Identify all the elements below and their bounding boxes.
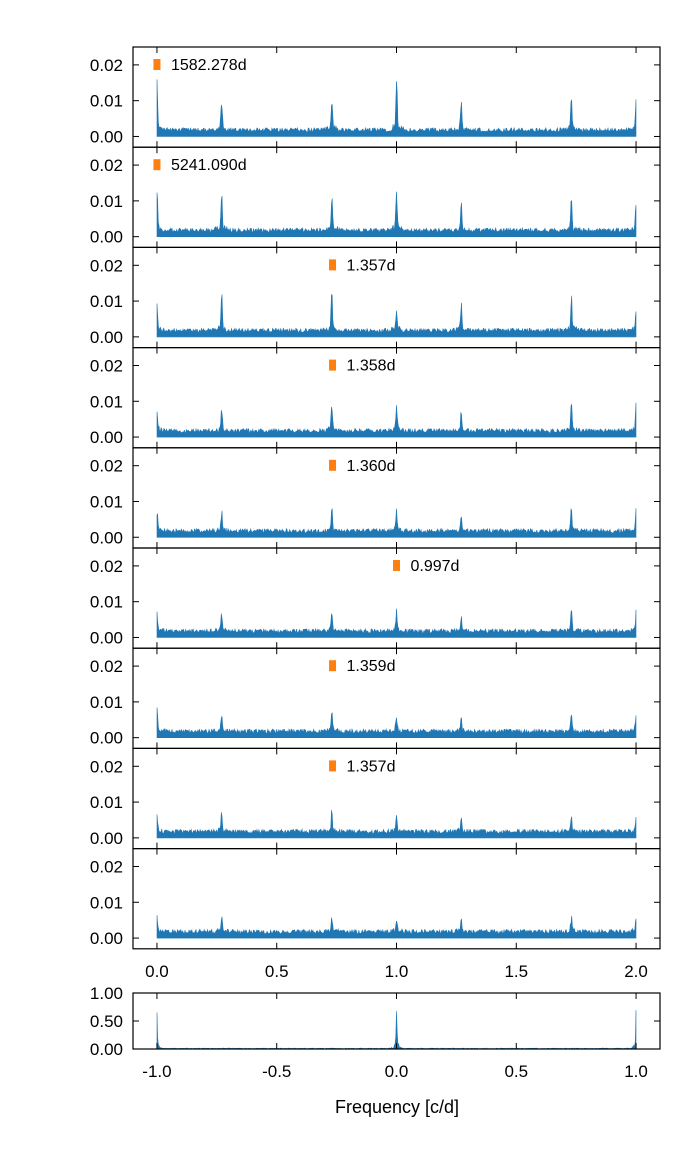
panel-6-period-label: 0.997d — [411, 558, 460, 575]
y-tick-label: 0.02 — [90, 457, 123, 476]
window-spectrum — [156, 1010, 637, 1050]
panel-3-period-label: 1.357d — [347, 257, 396, 274]
y-tick-label: 0.00 — [90, 228, 123, 247]
window-x-tick-label: 1.0 — [624, 1062, 648, 1081]
panel-5-spectrum — [156, 508, 637, 538]
panel-5: 0.00 0.01 0.02 1.360d — [90, 447, 661, 549]
y-tick-label: 0.02 — [90, 557, 123, 576]
y-tick-label: 0.02 — [90, 256, 123, 275]
spectral-window-panel: 0.00 0.50 1.00 -1.0 -0.5 0.0 0.5 1.0 — [90, 984, 661, 1081]
panel-2-period-label: 5241.090d — [171, 157, 247, 174]
x-tick-label: 0.0 — [145, 962, 169, 981]
y-tick-label: 0.01 — [90, 392, 123, 411]
panel-4-spectrum — [156, 402, 637, 438]
panel-1: 0.00 0.01 0.02 1582.278d — [90, 46, 661, 148]
window-x-tick-label: -0.5 — [262, 1062, 291, 1081]
y-tick-label: 0.00 — [90, 628, 123, 647]
panel-5-marker — [329, 459, 337, 471]
y-tick-label: 0.01 — [90, 492, 123, 511]
window-y-tick-label: 1.00 — [90, 984, 123, 1003]
x-tick-label: 0.5 — [265, 962, 289, 981]
panel-8-marker — [329, 760, 337, 772]
y-tick-label: 0.01 — [90, 593, 123, 612]
panel-8: 0.00 0.01 0.02 1.357d — [90, 747, 661, 850]
panel-7-marker — [329, 660, 337, 672]
periodogram-panels: 0.00 0.01 0.02 1582.278d 0.00 0.01 0.02 5241.09… — [90, 46, 661, 981]
y-tick-label: 0.00 — [90, 328, 123, 347]
panel-1-marker — [153, 59, 161, 70]
panel-4: 0.00 0.01 0.02 1.358d — [90, 347, 661, 449]
window-x-tick-label: 0.5 — [504, 1062, 528, 1081]
panel-8-period-label: 1.357d — [347, 758, 396, 775]
panel-2-spectrum — [156, 191, 637, 237]
y-tick-label: 0.00 — [90, 729, 123, 748]
y-tick-label: 0.02 — [90, 56, 123, 75]
y-tick-label: 0.02 — [90, 757, 123, 776]
panel-2-marker — [153, 159, 161, 171]
x-axis-title: Frequency [c/d] — [335, 1097, 459, 1117]
window-x-tick-label: -1.0 — [142, 1062, 171, 1081]
window-y-tick-label: 0.50 — [90, 1012, 123, 1031]
panel-7-period-label: 1.359d — [347, 658, 396, 675]
y-tick-label: 0.02 — [90, 857, 123, 876]
y-tick-label: 0.01 — [90, 893, 123, 912]
panel-3-marker — [329, 259, 337, 271]
y-tick-label: 0.00 — [90, 929, 123, 948]
panel-6-spectrum — [156, 608, 637, 638]
panel-2: 0.00 0.01 0.02 5241.090d — [90, 146, 661, 248]
panel-6: 0.00 0.01 0.02 0.997d — [90, 547, 661, 649]
panel-7-spectrum — [156, 707, 637, 738]
y-tick-label: 0.01 — [90, 793, 123, 812]
y-tick-label: 0.01 — [90, 693, 123, 712]
y-tick-label: 0.01 — [90, 92, 123, 111]
panel-4-marker — [329, 359, 337, 371]
panel-6-marker — [393, 560, 400, 571]
y-tick-label: 0.00 — [90, 428, 123, 447]
panel-1-period-label: 1582.278d — [171, 57, 247, 74]
window-x-tick-label: 0.0 — [385, 1062, 409, 1081]
panel-8-spectrum — [156, 810, 637, 839]
y-tick-label: 0.00 — [90, 127, 123, 146]
panel-3-spectrum — [156, 293, 637, 338]
y-tick-label: 0.00 — [90, 528, 123, 547]
y-tick-label: 0.02 — [90, 156, 123, 175]
panel-3: 0.00 0.01 0.02 1.357d — [90, 246, 661, 349]
y-tick-label: 0.02 — [90, 657, 123, 676]
x-tick-label: 2.0 — [624, 962, 648, 981]
x-tick-label: 1.5 — [504, 962, 528, 981]
window-y-tick-label: 0.00 — [90, 1040, 123, 1059]
y-tick-label: 0.01 — [90, 192, 123, 211]
panel-4-period-label: 1.358d — [347, 358, 396, 375]
panel-7: 0.00 0.01 0.02 1.359d — [90, 647, 661, 750]
x-tick-label: 1.0 — [385, 962, 409, 981]
panel-5-period-label: 1.360d — [347, 458, 396, 475]
panel-9-spectrum — [156, 915, 637, 939]
y-tick-label: 0.00 — [90, 829, 123, 848]
y-tick-label: 0.02 — [90, 356, 123, 375]
y-tick-label: 0.01 — [90, 292, 123, 311]
panel-1-spectrum — [156, 79, 637, 137]
panel-9: 0.00 0.01 0.02 0.0 0.5 1.0 1.5 2.0 — [90, 847, 661, 981]
